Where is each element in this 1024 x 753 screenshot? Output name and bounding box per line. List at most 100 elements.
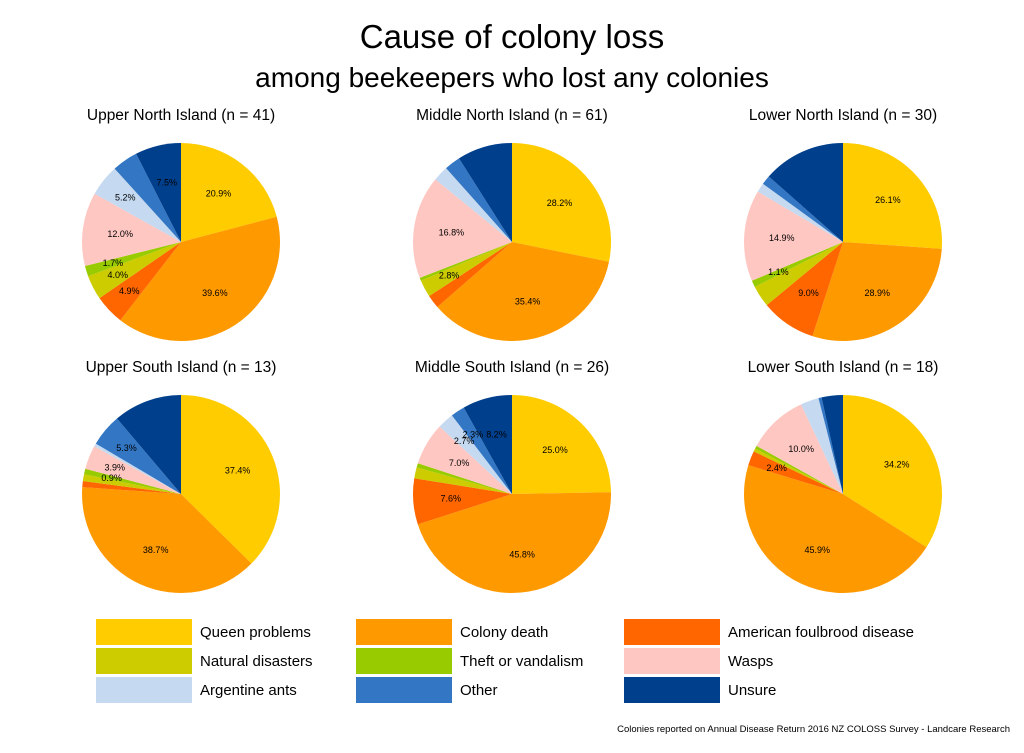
legend-label: Queen problems: [200, 623, 311, 641]
pie-slice-colony-death: [812, 242, 942, 341]
pie-data-label: 4.9%: [119, 286, 140, 296]
pie-slice-queen-problems: [512, 143, 612, 262]
pie-slice-argentine-ants: [435, 168, 512, 242]
chart-subtitle: among beekeepers who lost any colonies: [255, 62, 769, 93]
source-note: Colonies reported on Annual Disease Retu…: [617, 724, 1010, 735]
pie-title: Upper South Island (n = 13): [86, 359, 277, 376]
pie-slice-wasps: [756, 404, 843, 494]
legend-swatch: [624, 677, 720, 703]
legend-item-theft-or-vandalism: Theft or vandalism: [356, 648, 583, 674]
pie-slice-queen-problems: [181, 395, 280, 564]
pie-data-label: 38.7%: [143, 545, 169, 555]
legend-label: American foulbrood disease: [728, 623, 914, 641]
pie-data-label: 45.9%: [805, 545, 831, 555]
pie-slice-other: [446, 158, 512, 242]
pie-lower-south-island: Lower South Island (n = 18) 34.2% 45.9% 2.4…: [744, 359, 942, 593]
pie-data-label: 12.0%: [107, 229, 133, 239]
pie-slice-argentine-ants: [94, 168, 181, 242]
pie-data-label: 16.8%: [439, 227, 465, 237]
pie-slice-theft-or-vandalism: [416, 463, 512, 494]
legend-item-argentine-ants: Argentine ants: [96, 677, 297, 703]
legend-label: Natural disasters: [200, 652, 313, 670]
pie-slice-theft-or-vandalism: [751, 242, 843, 287]
pie-slice-queen-problems: [181, 143, 277, 242]
pie-slice-colony-death: [744, 465, 927, 593]
pie-slice-wasps: [744, 191, 843, 281]
pie-slice-other: [818, 397, 843, 494]
pie-data-label: 2.3%: [463, 429, 484, 439]
pie-data-label: 10.0%: [788, 444, 814, 454]
pie-data-label: 26.1%: [875, 195, 901, 205]
pie-data-label: 7.0%: [449, 458, 470, 468]
pie-slice-unsure: [458, 143, 512, 242]
pie-slice-natural-disasters: [754, 242, 843, 306]
pie-slice-american-foulbrood-disease: [99, 242, 181, 321]
pie-slice-wasps: [412, 179, 512, 278]
pie-slice-american-foulbrood-disease: [748, 451, 843, 494]
legend-item-other: Other: [356, 677, 498, 703]
pie-slice-argentine-ants: [801, 398, 843, 494]
legend-swatch: [356, 677, 452, 703]
legend-item-natural-disasters: Natural disasters: [96, 648, 313, 674]
chart-title: Cause of colony loss: [359, 18, 665, 55]
pie-slice-natural-disasters: [82, 474, 181, 494]
pie-slice-wasps: [82, 193, 181, 267]
pie-slice-colony-death: [437, 242, 610, 342]
pie-title: Upper North Island (n = 41): [87, 107, 275, 124]
pie-slice-american-foulbrood-disease: [766, 242, 843, 337]
pie-slice-natural-disasters: [88, 242, 181, 299]
legend-label: Theft or vandalism: [460, 652, 584, 670]
pie-slice-unsure: [821, 395, 843, 494]
pie-slice-theft-or-vandalism: [419, 242, 512, 281]
pie-data-label: 7.5%: [156, 177, 177, 187]
pie-title: Lower South Island (n = 18): [748, 359, 939, 376]
pie-middle-south-island: Middle South Island (n = 26) 25.0% 45.8% 7.…: [412, 359, 612, 594]
legend-label: Other: [460, 681, 498, 699]
legend-swatch: [356, 619, 452, 645]
pie-slice-american-foulbrood-disease: [82, 480, 181, 494]
pie-slice-wasps: [417, 426, 512, 494]
pie-slice-theft-or-vandalism: [83, 468, 181, 494]
pie-slice-queen-problems: [843, 143, 942, 249]
pie-slice-colony-death: [82, 487, 252, 593]
pie-slice-queen-problems: [512, 394, 611, 494]
pie-lower-north-island: Lower North Island (n = 30) 26.1% 28.9% 9.0…: [744, 107, 942, 341]
pie-slice-queen-problems: [843, 395, 942, 548]
legend-swatch: [624, 619, 720, 645]
pie-data-label: 39.6%: [202, 288, 228, 298]
legend-swatch: [96, 648, 192, 674]
pie-data-label: 1.1%: [768, 267, 789, 277]
pie-slice-other: [114, 153, 181, 242]
legend-label: Wasps: [728, 652, 774, 670]
pie-data-label: 35.4%: [515, 296, 541, 306]
legend-item-colony-death: Colony death: [356, 619, 548, 645]
pie-data-label: 2.7%: [454, 436, 475, 446]
pie-slice-unsure: [116, 395, 181, 494]
pie-data-label: 7.6%: [441, 494, 462, 504]
pie-slice-argentine-ants: [757, 183, 843, 242]
pie-slice-other: [451, 407, 512, 494]
pie-data-label: 28.9%: [865, 288, 891, 298]
pie-slice-theft-or-vandalism: [84, 242, 181, 277]
pie-data-label: 2.8%: [439, 271, 460, 281]
pie-data-label: 20.9%: [206, 188, 232, 198]
pie-upper-north-island: Upper North Island (n = 41) 20.9% 39.6% 4.9…: [82, 107, 280, 342]
legend-item-american-foulbrood-disease: American foulbrood disease: [624, 619, 914, 645]
pie-data-label: 8.2%: [486, 430, 507, 440]
pie-data-label: 5.2%: [115, 193, 136, 203]
pie-data-label: 1.7%: [103, 258, 124, 268]
pie-data-label: 4.0%: [107, 270, 128, 280]
pie-title: Middle South Island (n = 26): [415, 359, 609, 376]
pie-slice-wasps: [85, 446, 181, 494]
pie-slice-unsure: [463, 395, 512, 494]
pie-slice-argentine-ants: [94, 443, 181, 494]
pie-middle-north-island: Middle North Island (n = 61) 28.2% 35.4% 2.…: [412, 107, 612, 342]
legend-swatch: [96, 619, 192, 645]
pie-data-label: 28.2%: [547, 198, 573, 208]
pie-slice-theft-or-vandalism: [755, 445, 843, 494]
pie-data-label: 14.9%: [769, 233, 795, 243]
pie-data-label: 25.0%: [542, 445, 568, 455]
pie-title: Lower North Island (n = 30): [749, 107, 937, 124]
pie-slice-american-foulbrood-disease: [429, 242, 512, 307]
pie-upper-south-island: Upper South Island (n = 13) 37.4% 38.7% 0.9…: [82, 359, 280, 593]
